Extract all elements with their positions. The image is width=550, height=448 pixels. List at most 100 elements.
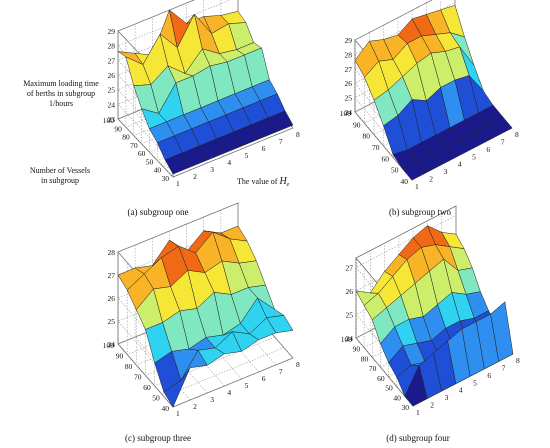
y-tick-label: 40 [393,393,401,402]
x-tick-label: 1 [176,409,180,418]
z-tick-label: 26 [108,294,116,303]
z-tick-label: 29 [108,27,116,36]
x-tick-label: 2 [193,402,197,411]
y-tick-label: 50 [152,394,160,403]
x-tick-label: 4 [459,386,463,395]
x-tick-label: 4 [227,388,231,397]
x-tick-label: 8 [296,130,300,139]
caption-subgroup-four: (d) subgroup four [386,433,450,443]
x-tick-label: 3 [444,167,448,176]
y-tick-label: 40 [401,177,409,186]
grid-line-x [117,31,174,178]
x-tick-label: 1 [176,179,180,188]
x-tick-label: 4 [227,158,231,167]
x-tick-label: 6 [486,145,490,154]
z-tick-label: 26 [108,71,116,80]
grid-line-y [355,258,457,339]
z-tick-label: 25 [346,311,354,320]
y-tick-label: 90 [116,352,124,361]
z-tick-label: 28 [108,42,116,51]
y-tick-label: 100 [340,109,352,118]
y-tick-label: 90 [353,120,361,129]
x-axis-label: The value of He [237,176,290,188]
z-tick-label: 24 [346,334,354,343]
x-tick-label: 3 [210,165,214,174]
grid-line-x [455,206,514,355]
y-tick-label: 60 [377,374,385,383]
y-tick-label: 50 [385,384,393,393]
y-tick-label: 30 [402,403,410,412]
surface-patch [490,301,514,362]
x-tick-label: 2 [430,401,434,410]
z-tick-label: 26 [346,287,354,296]
z-tick-label: 23 [108,115,116,124]
surface-patch [266,315,294,334]
z-tick-label: 24 [108,340,116,349]
y-tick-label: 60 [138,149,146,158]
y-tick-label: 40 [162,404,170,413]
x-tick-label: 7 [279,137,283,146]
z-tick-label: 24 [345,108,353,117]
y-tick-label: 70 [130,141,138,150]
y-tick-label: 100 [103,341,115,350]
x-tick-label: 2 [193,172,197,181]
z-tick-label: 27 [108,271,116,280]
caption-subgroup-one: (a) subgroup one [128,207,189,217]
y-tick-label: 70 [134,373,142,382]
y-tick-label: 100 [103,116,115,125]
x-tick-label: 3 [210,395,214,404]
surface-patch [267,110,294,133]
y-axis-label-line-2: in subgroup [41,176,79,185]
z-tick-label: 25 [345,94,353,103]
y-tick-label: 80 [122,133,130,142]
x-tick-label: 6 [487,371,491,380]
x-tick-label: 5 [473,378,477,387]
y-tick-label: 80 [125,362,133,371]
z-tick-label: 29 [345,36,353,45]
caption-subgroup-three: (c) subgroup three [125,433,191,443]
grid-line-x [369,250,428,399]
x-tick-label: 5 [472,152,476,161]
z-tick-label: 27 [346,263,354,272]
x-tick-label: 7 [502,363,506,372]
grid-line-y [163,304,284,397]
y-tick-label: 70 [369,364,377,373]
z-tick-label: 27 [108,56,116,65]
y-tick-label: 90 [353,345,361,354]
x-tick-label: 5 [245,381,249,390]
grid-line-z [117,0,231,104]
z-tick-label: 24 [108,100,116,109]
y-tick-label: 80 [363,132,371,141]
y-tick-label: 90 [114,124,122,133]
y-tick-label: 70 [372,143,380,152]
x-tick-label: 6 [262,374,266,383]
z-tick-label: 28 [345,50,353,59]
caption-subgroup-two: (b) subgroup two [389,207,451,217]
x-tick-label: 3 [445,393,449,402]
x-tick-label: 8 [516,356,520,365]
z-tick-label: 25 [108,86,116,95]
grid-line-z [117,294,239,408]
surface-patch [487,116,513,136]
y-tick-label: 60 [143,383,151,392]
x-tick-label: 6 [262,144,266,153]
x-tick-label: 1 [415,182,419,191]
y-tick-label: 30 [162,174,170,183]
z-tick-label: 25 [108,317,116,326]
grid-line-x [384,243,442,392]
y-tick-label: 50 [391,166,399,175]
x-tick-label: 7 [501,137,505,146]
x-tick-label: 7 [279,367,283,376]
z-tick-label: 28 [108,248,116,257]
z-axis-label-line-1: Maximum loading time [23,79,99,88]
x-tick-label: 4 [458,160,462,169]
grid-line-x [152,17,208,164]
y-tick-label: 80 [361,354,369,363]
y-axis-label-line-1: Number of Vessels [30,166,90,175]
x-tick-label: 8 [296,360,300,369]
x-tick-label: 8 [515,130,519,139]
